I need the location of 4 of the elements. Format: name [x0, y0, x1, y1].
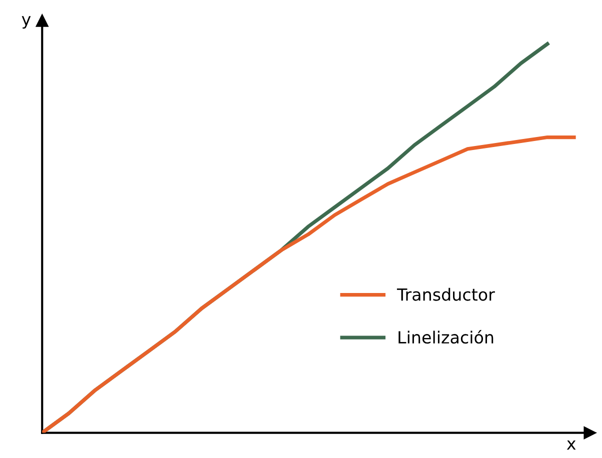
legend-label: Linelización	[398, 330, 494, 344]
y-axis-title: y	[22, 16, 31, 29]
legend-label: Transductor	[396, 288, 495, 301]
x-axis-title: x	[566, 440, 576, 450]
